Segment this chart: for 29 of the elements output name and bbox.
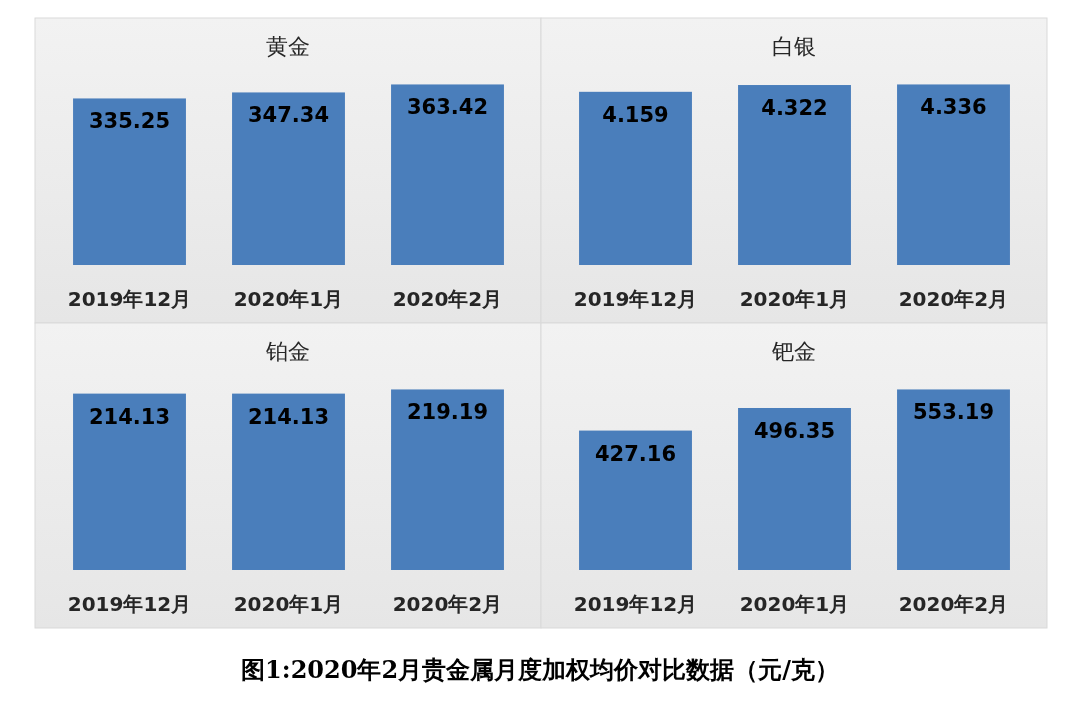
x-tick-label: 2020年2月 (392, 592, 503, 616)
x-tick-label: 2020年1月 (233, 287, 344, 311)
data-label: 219.19 (406, 400, 489, 425)
data-label: 335.25 (88, 109, 171, 134)
data-label: 553.19 (912, 400, 995, 425)
data-label: 214.13 (88, 404, 171, 429)
data-label: 347.34 (247, 103, 330, 128)
data-label: 4.336 (920, 95, 987, 120)
x-tick-label: 2020年2月 (392, 287, 503, 311)
chart-title: 黄金 (266, 34, 310, 59)
data-label: 214.13 (247, 404, 330, 429)
x-tick-label: 2019年12月 (573, 592, 698, 616)
chart-title: 白银 (772, 34, 816, 59)
data-label: 4.322 (761, 96, 828, 121)
x-tick-label: 2019年12月 (573, 287, 698, 311)
x-tick-label: 2019年12月 (67, 287, 192, 311)
data-label: 496.35 (753, 419, 836, 443)
x-tick-label: 2019年12月 (67, 592, 192, 616)
caption: 图1:2020年2月贵金属月度加权均价对比数据（元/克） (241, 655, 839, 684)
chart-title: 钯金 (771, 339, 816, 364)
x-tick-label: 2020年2月 (898, 592, 1009, 616)
x-tick-label: 2020年1月 (233, 592, 344, 616)
data-label: 427.16 (594, 441, 677, 466)
x-tick-label: 2020年2月 (898, 287, 1009, 311)
x-tick-label: 2020年1月 (739, 287, 850, 311)
x-tick-label: 2020年1月 (739, 592, 850, 616)
data-label: 363.42 (406, 95, 489, 120)
chart-title: 铂金 (265, 339, 310, 364)
data-label: 4.159 (602, 102, 669, 127)
